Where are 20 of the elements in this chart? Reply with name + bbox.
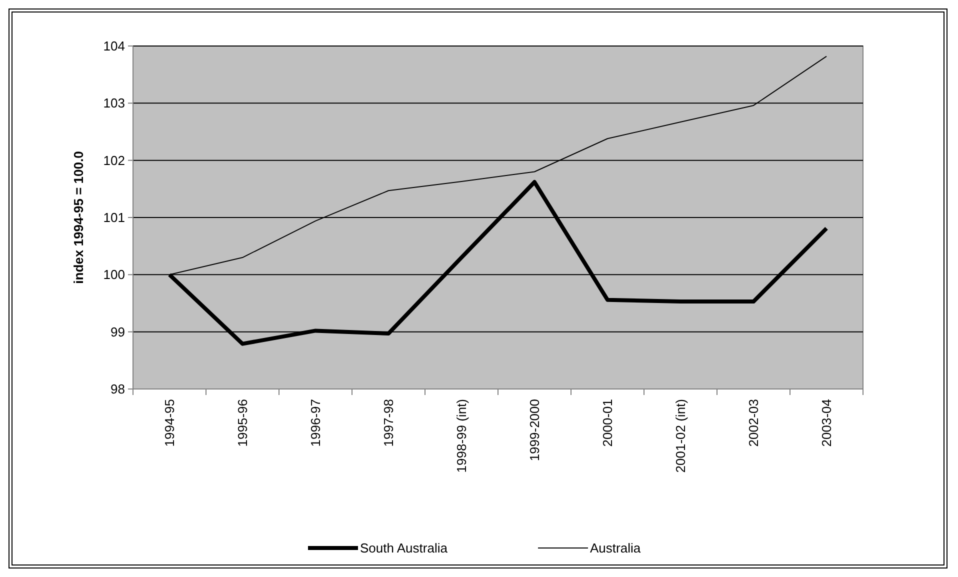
y-tick-label: 101 [103,210,125,226]
x-tick-label: 1999-2000 [527,399,542,462]
y-tick-label: 99 [110,324,125,340]
x-tick-label: 1994-95 [162,399,178,447]
legend-label: South Australia [360,540,448,556]
x-tick-label: 2003-04 [819,399,834,447]
x-tick-label: 1997-98 [381,399,396,447]
y-axis-title: index 1994-95 = 100.0 [71,151,86,284]
y-tick-label: 100 [103,267,125,282]
y-tick-label: 103 [103,96,125,111]
x-tick-label: 1996-97 [308,399,324,447]
y-tick-label: 102 [103,152,125,168]
x-tick-label: 1998-99 (int) [454,399,470,473]
x-tick-label: 2002-03 [746,399,762,447]
x-tick-label: 2001-02 (int) [673,399,688,473]
y-tick-label: 98 [110,382,125,397]
y-tick-label: 104 [103,38,125,54]
legend-label: Australia [590,540,642,556]
x-tick-label: 2000-01 [600,399,616,447]
x-tick-label: 1995-96 [235,399,250,447]
